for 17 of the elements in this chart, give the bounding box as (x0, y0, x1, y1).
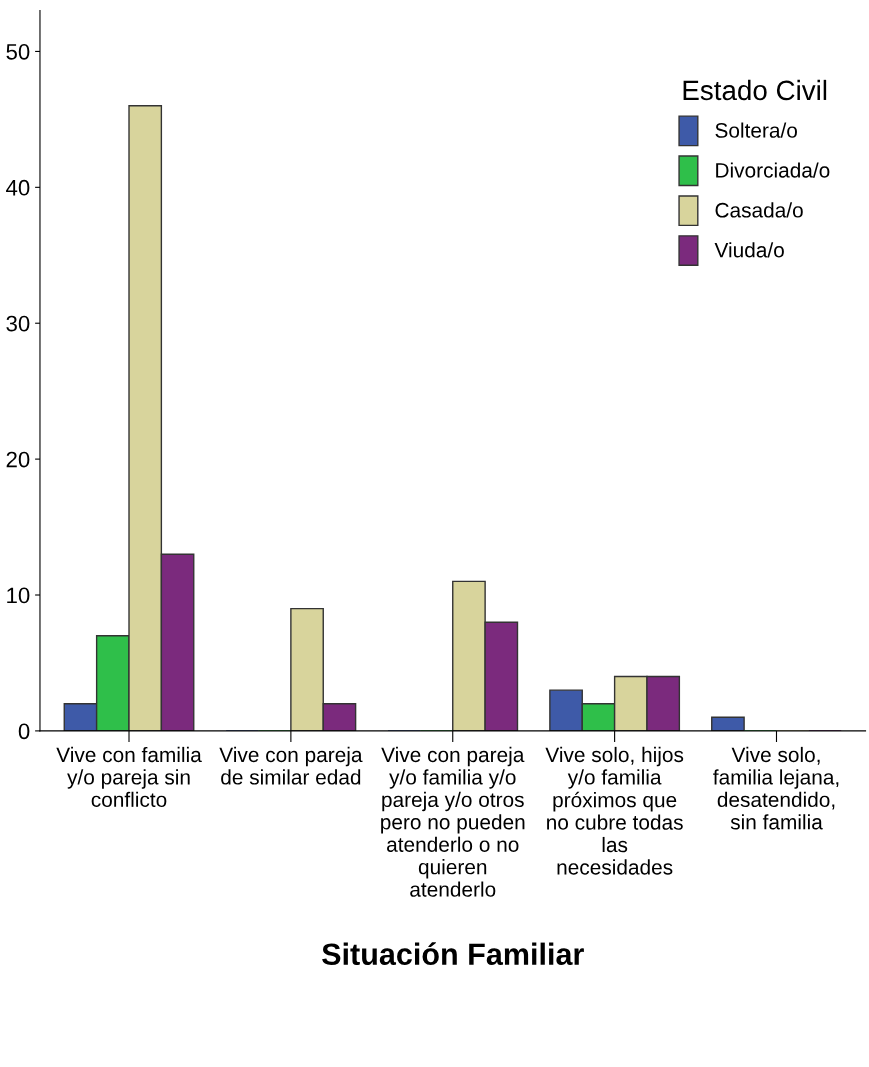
x-tick-label: Vive solo, hijos y/o familia próximos que no cubre todas las necesidades (545, 746, 684, 875)
y-tick-label: 0 (18, 723, 30, 740)
y-tick-label: 20 (6, 451, 30, 468)
legend-label: Viuda/o (714, 242, 784, 258)
x-tick-label: Vive con familia y/o pareja sin conflicto (56, 746, 202, 808)
legend-label: Divorciada/o (716, 162, 830, 178)
y-tick-label: 50 (6, 43, 30, 60)
y-tick-label: 10 (7, 587, 30, 604)
y-tick-label: 30 (6, 315, 30, 332)
legend-label: Casada/o (715, 202, 803, 218)
legend-label: Soltera/o (715, 122, 797, 138)
y-tick-label: 40 (6, 179, 30, 196)
x-tick-label: Vive solo, familia lejana, desatendido, sin familia (713, 746, 839, 830)
x-tick-label: Vive con pareja de similar edad (219, 746, 363, 785)
legend-title: Estado Civil (683, 79, 827, 101)
x-tick-label: Vive con pareja y/o familia y/o pareja y/o otros pero no pueden atenderlo o no quieren atenderlo (381, 746, 525, 897)
x-axis-title: Situación Familiar (322, 942, 584, 966)
